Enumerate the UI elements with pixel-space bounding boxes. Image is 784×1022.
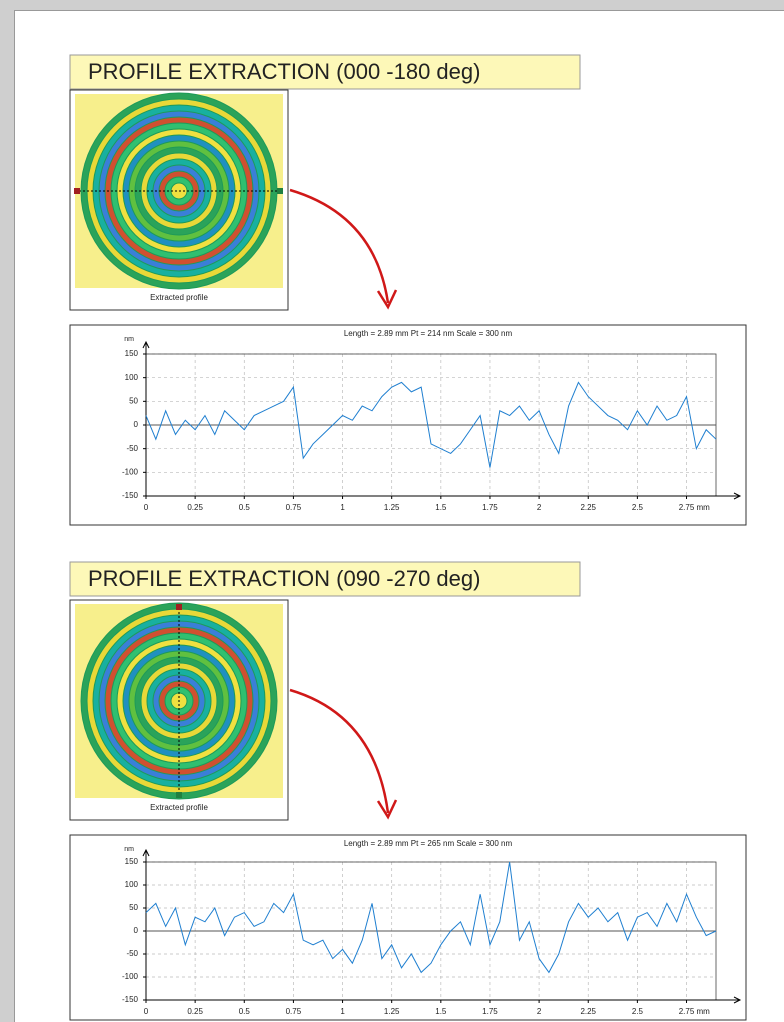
y-tick-label: 100 [125, 880, 139, 889]
arrow [290, 190, 388, 303]
y-tick-label: -100 [122, 972, 139, 981]
section-title: PROFILE EXTRACTION (090 -270 deg) [88, 566, 480, 591]
x-tick-label: 2.5 [632, 503, 644, 512]
chart-frame [70, 835, 746, 1020]
x-tick-label: 2.25 [580, 1007, 596, 1016]
arrow [290, 690, 388, 813]
x-tick-label: 1.25 [384, 1007, 400, 1016]
x-tick-label: 1.25 [384, 503, 400, 512]
section-title: PROFILE EXTRACTION (000 -180 deg) [88, 59, 480, 84]
x-tick-label: 0.5 [239, 503, 251, 512]
chart-title: Length = 2.89 mm Pt = 214 nm Scale = 300… [344, 329, 513, 338]
x-tick-label: 1.5 [435, 1007, 447, 1016]
y-tick-label: 50 [129, 396, 138, 405]
x-tick-label: 2 [537, 503, 542, 512]
y-unit: nm [124, 336, 134, 343]
y-tick-label: 100 [125, 373, 139, 382]
x-tick-label: 0 [144, 503, 149, 512]
page-root: PROFILE EXTRACTION (000 -180 deg) Extract… [0, 0, 784, 1021]
x-unit: mm [697, 1007, 711, 1016]
y-tick-label: -150 [122, 995, 139, 1004]
image-caption: Extracted profile [150, 803, 208, 812]
x-tick-label: 2.75 [679, 1007, 695, 1016]
y-tick-label: -50 [126, 949, 138, 958]
y-tick-label: 150 [125, 349, 139, 358]
y-tick-label: 0 [134, 926, 139, 935]
x-tick-label: 0.75 [286, 1007, 302, 1016]
y-tick-label: 0 [134, 420, 139, 429]
x-tick-label: 0.25 [187, 1007, 203, 1016]
y-tick-label: -50 [126, 444, 138, 453]
x-tick-label: 1.75 [482, 1007, 498, 1016]
x-tick-label: 0.75 [286, 503, 302, 512]
chart-title: Length = 2.89 mm Pt = 265 nm Scale = 300… [344, 839, 513, 848]
profile-end [277, 188, 283, 194]
image-caption: Extracted profile [150, 293, 208, 302]
x-tick-label: 0 [144, 1007, 149, 1016]
y-tick-label: -100 [122, 467, 139, 476]
x-tick-label: 1.75 [482, 503, 498, 512]
x-tick-label: 1 [340, 503, 345, 512]
profile-start [176, 604, 182, 610]
y-unit: nm [124, 846, 134, 853]
x-tick-label: 1 [340, 1007, 345, 1016]
x-tick-label: 1.5 [435, 503, 447, 512]
x-tick-label: 2.5 [632, 1007, 644, 1016]
document: PROFILE EXTRACTION (000 -180 deg) Extract… [0, 0, 784, 1021]
y-tick-label: -150 [122, 491, 139, 500]
y-tick-label: 50 [129, 903, 138, 912]
x-tick-label: 0.5 [239, 1007, 251, 1016]
x-tick-label: 2.75 [679, 503, 695, 512]
x-tick-label: 2.25 [580, 503, 596, 512]
y-tick-label: 150 [125, 857, 139, 866]
x-tick-label: 0.25 [187, 503, 203, 512]
x-tick-label: 2 [537, 1007, 542, 1016]
x-unit: mm [697, 503, 711, 512]
profile-start [74, 188, 80, 194]
profile-end [176, 792, 182, 798]
